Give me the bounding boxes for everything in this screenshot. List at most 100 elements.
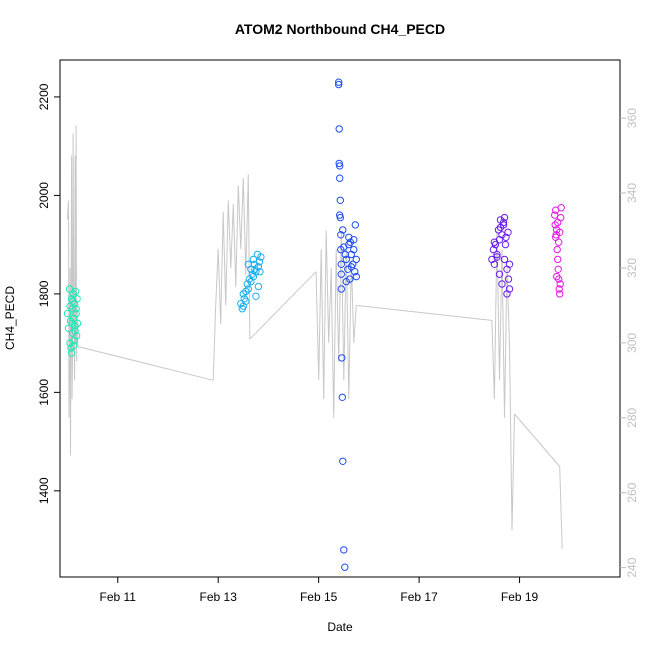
data-point-series-4-10	[556, 290, 564, 298]
data-point-series-2-25	[352, 255, 360, 264]
data-point-series-3-23	[502, 233, 510, 242]
data-point-series-2-13	[338, 393, 346, 401]
chart-title: ATOM2 Northbound CH4_PECD	[235, 21, 445, 37]
data-point-series-0-5	[67, 344, 75, 352]
data-point-series-0-0	[63, 309, 72, 318]
data-point-series-2-15	[340, 546, 348, 554]
data-point-series-2-5	[336, 174, 344, 182]
data-point-series-2-28	[342, 277, 350, 286]
data-point-series-4-1	[551, 221, 559, 229]
data-point-series-3-17	[500, 255, 509, 264]
data-point-series-0-2	[65, 285, 74, 293]
data-point-series-3-16	[498, 280, 506, 288]
data-point-series-2-2	[335, 125, 343, 133]
secondary-line-segment-7	[514, 413, 561, 467]
data-point-series-2-0	[335, 78, 343, 86]
data-point-series-2-16	[341, 563, 349, 571]
y2-tick-label-4: 320	[625, 258, 639, 278]
x-axis-label: Date	[327, 620, 353, 634]
data-point-series-0-24	[68, 319, 76, 328]
secondary-line-segment-1	[77, 346, 214, 381]
data-point-series-2-34	[339, 226, 347, 234]
data-point-series-0-16	[72, 309, 80, 318]
data-point-series-4-17	[553, 272, 561, 281]
y2-tick-label-2: 280	[625, 407, 639, 427]
data-point-series-3-15	[495, 270, 504, 278]
data-point-series-1-2	[239, 290, 248, 298]
y2-axis-right: 240 260 280 300 320 340 360	[620, 108, 639, 578]
data-point-series-3-25	[505, 260, 514, 268]
secondary-line-segment-4	[315, 230, 357, 418]
y-tick-label-1: 1600	[37, 379, 51, 406]
data-point-series-2-6	[336, 196, 344, 205]
secondary-line-segment-0	[67, 125, 79, 456]
x-tick-label-2: Feb 15	[300, 590, 338, 604]
data-point-series-2-30	[347, 263, 355, 271]
data-point-series-3-10	[500, 213, 509, 222]
data-point-series-3-22	[499, 218, 508, 227]
secondary-line-segment-2	[212, 174, 251, 381]
data-point-series-2-1	[335, 80, 343, 89]
data-point-series-0-9	[68, 329, 77, 337]
data-point-series-4-18	[555, 238, 563, 246]
data-point-series-3-19	[490, 238, 499, 246]
data-point-series-2-29	[345, 233, 353, 242]
y-axis-label: CH4_PECD	[3, 286, 17, 350]
data-point-series-0-21	[68, 297, 77, 305]
x-tick-label-1: Feb 13	[200, 590, 238, 604]
y2-tick-label-3: 300	[625, 333, 639, 353]
secondary-line-segment-8	[559, 466, 563, 549]
secondary-line-layer	[67, 125, 563, 549]
data-point-series-0-17	[72, 332, 81, 340]
secondary-line-segment-5	[356, 304, 492, 321]
data-point-series-3-18	[503, 290, 511, 298]
points-layer	[63, 78, 565, 571]
data-point-series-4-16	[556, 228, 564, 237]
data-point-series-4-5	[553, 245, 561, 254]
data-point-series-4-13	[557, 204, 565, 212]
y-tick-label-4: 2200	[37, 83, 51, 110]
y-tick-label-0: 1400	[37, 477, 51, 504]
data-point-series-1-20	[239, 302, 248, 310]
data-point-series-4-9	[555, 285, 563, 293]
data-point-series-4-11	[556, 280, 564, 288]
data-point-series-3-24	[504, 228, 512, 237]
data-point-series-1-23	[242, 287, 250, 296]
data-point-series-3-11	[501, 240, 510, 249]
x-tick-label-3: Feb 17	[400, 590, 438, 604]
data-point-series-4-0	[551, 211, 559, 219]
data-point-series-0-22	[71, 327, 79, 335]
data-point-series-1-15	[255, 258, 264, 266]
data-point-series-1-10	[249, 255, 258, 264]
data-point-series-3-5	[494, 226, 503, 234]
y-tick-label-3: 2000	[37, 182, 51, 209]
data-point-series-2-31	[350, 245, 358, 254]
data-point-series-2-37	[351, 221, 359, 229]
y2-tick-label-5: 340	[625, 183, 639, 203]
data-point-series-2-33	[336, 211, 344, 219]
data-point-series-1-16	[257, 253, 265, 261]
data-point-series-1-21	[254, 282, 263, 291]
y2-tick-label-6: 360	[625, 108, 639, 128]
data-point-series-4-6	[554, 255, 562, 264]
data-point-series-0-10	[69, 290, 77, 298]
data-point-series-2-35	[341, 250, 349, 259]
data-point-series-4-7	[554, 265, 562, 273]
y2-tick-label-1: 260	[625, 482, 639, 502]
data-point-series-1-17	[244, 260, 253, 268]
data-point-series-2-10	[337, 260, 345, 268]
data-point-series-2-27	[340, 243, 348, 251]
data-point-series-3-20	[493, 253, 501, 261]
data-point-series-2-36	[346, 238, 354, 246]
data-point-series-2-11	[337, 285, 345, 293]
data-point-series-1-6	[244, 285, 253, 293]
data-point-series-4-8	[555, 275, 563, 283]
data-point-series-0-19	[73, 319, 82, 328]
data-point-series-2-14	[339, 457, 347, 465]
y-axis: 1400 1600 1800 2000 2200	[37, 83, 60, 504]
data-point-series-3-13	[504, 275, 513, 283]
data-point-series-2-24	[351, 268, 359, 276]
x-tick-label-0: Feb 11	[100, 590, 137, 604]
x-tick-label-4: Feb 19	[501, 590, 539, 604]
